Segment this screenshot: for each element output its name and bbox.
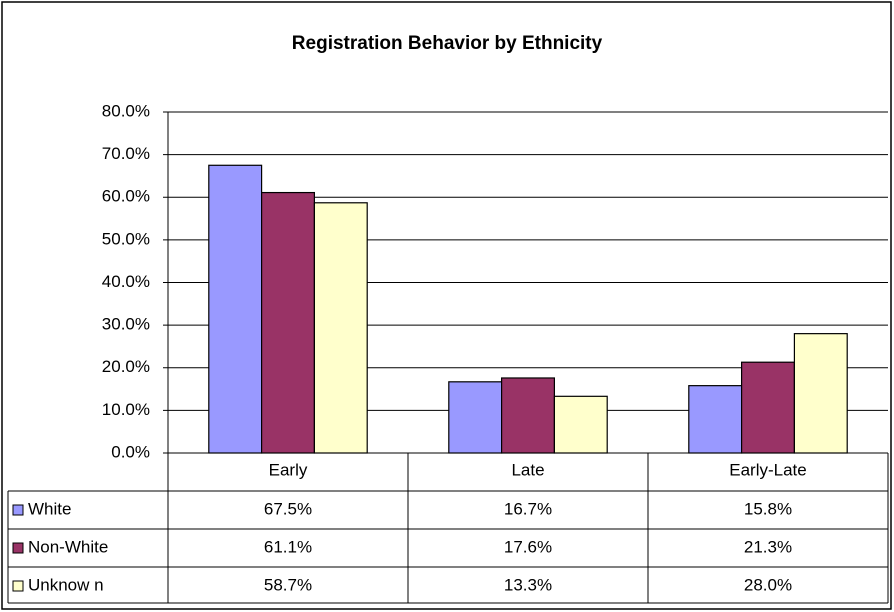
bar (448, 381, 503, 454)
table-cell: 16.7% (504, 499, 552, 518)
legend-label: Unknow n (28, 575, 104, 594)
bar (313, 202, 368, 454)
legend-key (12, 580, 24, 592)
table-cell: 13.3% (504, 575, 552, 594)
y-tick-label: 20.0% (102, 357, 150, 376)
table-cell: 17.6% (504, 537, 552, 556)
table-cell: 58.7% (264, 575, 312, 594)
bar (793, 333, 848, 454)
y-tick-label: 60.0% (102, 187, 150, 206)
legend-key (12, 542, 24, 554)
bar (688, 385, 743, 454)
x-tick-label: Late (511, 460, 544, 479)
legend-label: White (28, 499, 71, 518)
bar (553, 395, 608, 454)
table-cell: 67.5% (264, 499, 312, 518)
x-tick-label: Early-Late (729, 460, 806, 479)
y-tick-label: 80.0% (102, 101, 150, 120)
y-tick-label: 50.0% (102, 229, 150, 248)
y-tick-label: 10.0% (102, 400, 150, 419)
bar (261, 191, 316, 454)
table-cell: 21.3% (744, 537, 792, 556)
table-cell: 28.0% (744, 575, 792, 594)
y-tick-label: 40.0% (102, 272, 150, 291)
bar (208, 164, 263, 454)
y-tick-label: 0.0% (111, 442, 150, 461)
legend-label: Non-White (28, 537, 108, 556)
chart-title: Registration Behavior by Ethnicity (292, 33, 603, 54)
y-tick-label: 30.0% (102, 315, 150, 334)
table-cell: 15.8% (744, 499, 792, 518)
table-cell: 61.1% (264, 537, 312, 556)
y-tick-label: 70.0% (102, 144, 150, 163)
x-tick-label: Early (269, 460, 308, 479)
bar (501, 377, 556, 454)
bar (740, 361, 795, 454)
legend-key (12, 504, 24, 516)
